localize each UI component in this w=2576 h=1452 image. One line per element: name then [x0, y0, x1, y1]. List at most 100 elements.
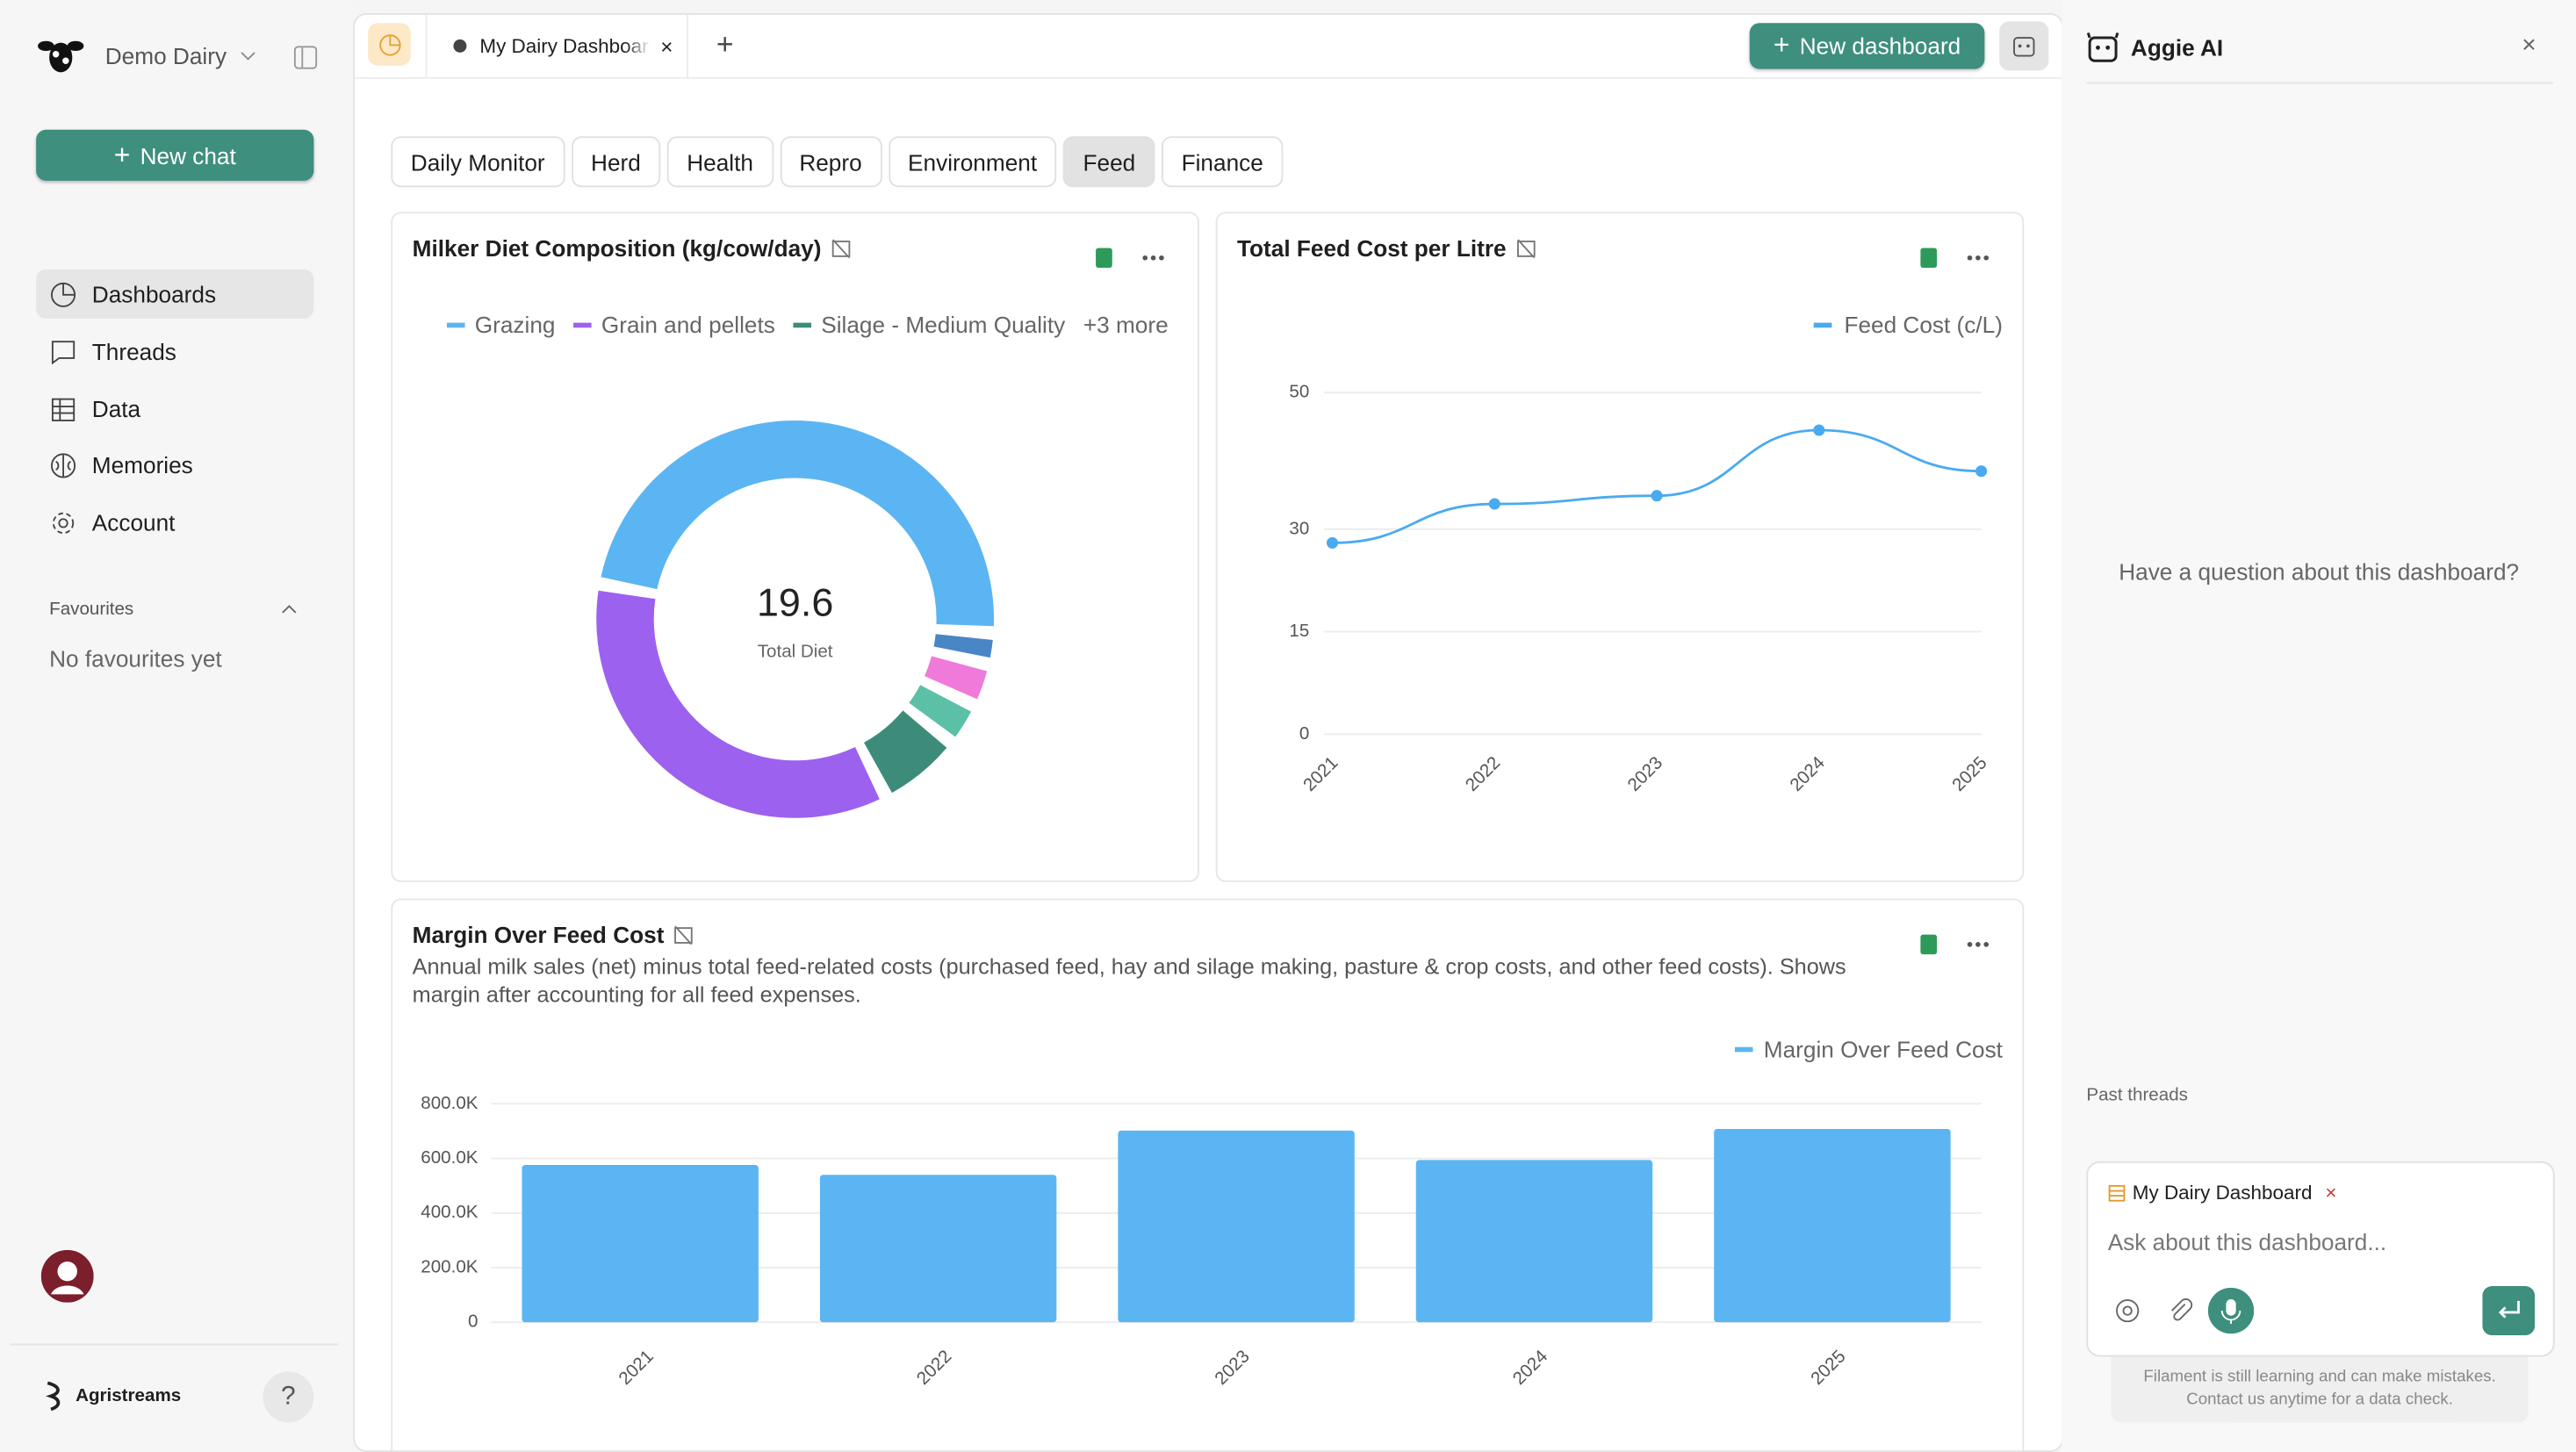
close-button[interactable]: × — [2522, 31, 2536, 60]
org-name[interactable]: Demo Dairy — [104, 42, 227, 69]
menu-dot[interactable] — [1983, 942, 1990, 947]
mic-button[interactable] — [2207, 1287, 2255, 1334]
bar — [522, 1165, 759, 1323]
menu-dot[interactable] — [1159, 255, 1164, 261]
menu-dot[interactable] — [1983, 255, 1990, 261]
chart-title-row: Margin Over Feed Cost — [413, 922, 694, 948]
nav-item[interactable]: Dashboards — [36, 269, 314, 319]
dashboard-tab[interactable]: Repro — [779, 136, 882, 188]
chat-input[interactable]: My Dairy Dashboard × Ask about this dashb… — [2086, 1161, 2555, 1357]
legend-more[interactable]: +3 more — [1083, 312, 1169, 338]
icon — [2013, 37, 2035, 57]
dashboard-tab[interactable]: Health — [666, 136, 774, 188]
y-tick-label: 600.0K — [421, 1147, 478, 1168]
nav-label: Memories — [91, 451, 193, 478]
card-actions[interactable] — [1920, 248, 1990, 268]
icon — [674, 925, 694, 945]
divider — [2086, 82, 2553, 84]
tab-label: My Dairy Dashboard — [479, 34, 651, 58]
home-tab[interactable] — [368, 23, 411, 66]
new-dashboard-button[interactable]: + New dashboard — [1749, 23, 1985, 69]
y-tick-label: 30 — [1289, 518, 1309, 538]
bar — [1118, 1130, 1355, 1323]
card-actions[interactable] — [1096, 248, 1164, 268]
nav-item[interactable]: Threads — [36, 327, 313, 376]
favourites-title: Favourites — [49, 599, 134, 620]
assistant-toggle[interactable] — [1999, 21, 2049, 71]
dashboard-tab[interactable]: My Dairy Dashboard × — [425, 14, 689, 77]
line-point — [1488, 498, 1500, 510]
donut-segment — [933, 634, 993, 658]
bar — [1415, 1160, 1653, 1323]
dashboard-tab[interactable]: Environment — [888, 136, 1057, 188]
assistant-title: Aggie AI — [2130, 34, 2224, 61]
icon — [51, 452, 76, 478]
icon — [51, 397, 76, 421]
nav-label: Threads — [91, 338, 176, 365]
card-actions[interactable] — [1920, 934, 1990, 955]
y-tick-label: 400.0K — [421, 1202, 478, 1222]
chart-card: Margin Over Feed Cost Annual milk sales … — [391, 898, 2025, 1451]
menu-dot[interactable] — [1150, 255, 1156, 261]
help-button[interactable]: ? — [263, 1371, 314, 1423]
chevron — [241, 52, 255, 61]
line-point — [1326, 536, 1339, 549]
menu-dot[interactable] — [1967, 255, 1973, 261]
nav-label: Dashboards — [91, 280, 217, 307]
line-point — [1651, 490, 1663, 502]
main-panel: My Dairy Dashboard × + + New dashboard Da… — [353, 12, 2064, 1452]
menu-dot[interactable] — [1975, 255, 1981, 261]
legend-label: Silage - Medium Quality — [821, 312, 1066, 338]
chart-title: Milker Diet Composition (kg/cow/day) — [412, 234, 822, 262]
x-tick-label: 2023 — [1623, 752, 1666, 795]
nav-item[interactable]: Memories — [36, 440, 313, 489]
logo — [38, 40, 84, 73]
dashboard-tab[interactable]: Herd — [571, 136, 661, 188]
dashboard-tab[interactable]: Feed — [1063, 136, 1155, 188]
line-point — [1813, 424, 1825, 436]
chip-remove[interactable]: × — [2325, 1181, 2337, 1204]
brand-name: Agristreams — [76, 1386, 182, 1406]
attach-icon[interactable] — [2167, 1297, 2193, 1324]
donut-segment — [601, 420, 995, 627]
input-placeholder[interactable]: Ask about this dashboard... — [2107, 1228, 2387, 1255]
empty-prompt: Have a question about this dashboard? — [2119, 558, 2520, 586]
past-threads[interactable]: Past threads — [2086, 1085, 2188, 1106]
donut-segment — [596, 590, 880, 818]
donut-segment — [909, 685, 972, 737]
line-series — [1332, 428, 1982, 544]
nav-item[interactable]: Data — [36, 385, 313, 434]
mention-icon[interactable] — [2114, 1297, 2141, 1324]
menu-dot[interactable] — [1967, 942, 1973, 947]
y-tick-label: 15 — [1289, 621, 1309, 641]
export-icon[interactable] — [1920, 248, 1938, 268]
new-chat-button[interactable]: + New chat — [36, 129, 314, 181]
context-chip[interactable]: My Dairy Dashboard × — [2108, 1176, 2337, 1209]
tab-bar — [355, 15, 2062, 79]
icon — [51, 281, 76, 306]
collapse-icon[interactable] — [292, 45, 319, 71]
dashboard-tab[interactable]: Finance — [1162, 136, 1284, 188]
export-icon[interactable] — [1096, 248, 1112, 268]
y-tick-label: 200.0K — [421, 1256, 478, 1276]
disclaimer: Filament is still learning and can make … — [2111, 1367, 2528, 1412]
y-tick-label: 800.0K — [421, 1093, 478, 1113]
brand-logo — [46, 1381, 61, 1412]
donut-segment — [864, 710, 947, 794]
close-icon[interactable]: × — [660, 33, 673, 59]
x-tick-label: 2023 — [1211, 1346, 1254, 1389]
send-button[interactable] — [2482, 1286, 2536, 1336]
export-icon[interactable] — [1920, 934, 1938, 955]
dashboard-tab[interactable]: Daily Monitor — [391, 136, 565, 188]
add-tab[interactable]: + — [716, 27, 734, 61]
nav-label: Account — [91, 509, 176, 536]
menu-dot[interactable] — [1975, 942, 1981, 947]
chevron[interactable] — [279, 601, 299, 618]
nav-item[interactable]: Account — [36, 498, 313, 547]
legend-label: Grazing — [475, 312, 556, 338]
avatar[interactable] — [40, 1249, 94, 1303]
menu-dot[interactable] — [1142, 255, 1148, 261]
donut-segment — [924, 656, 988, 700]
